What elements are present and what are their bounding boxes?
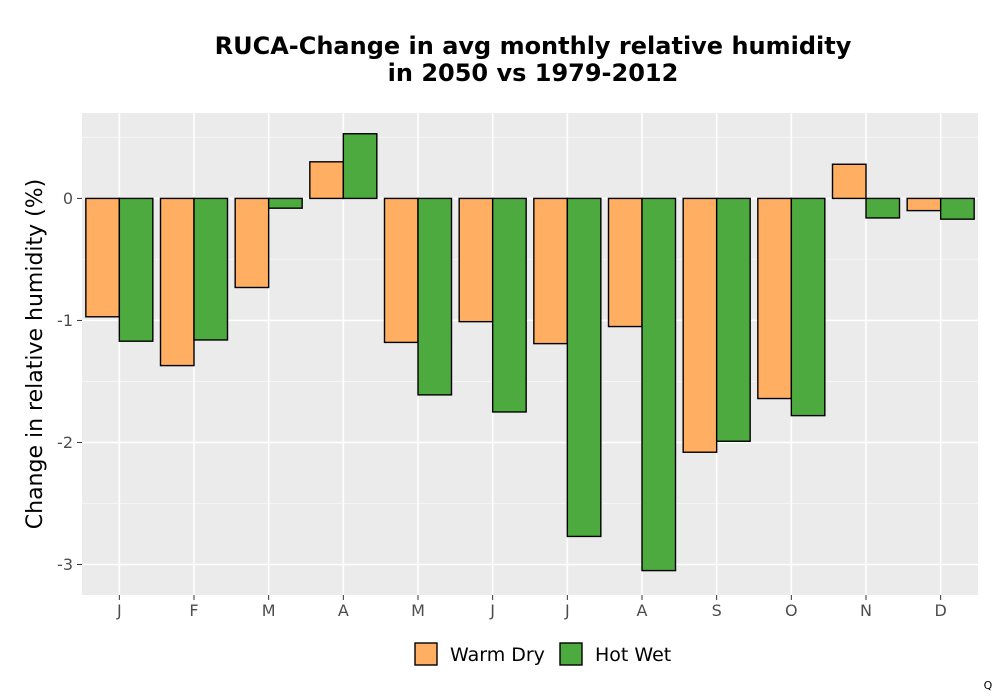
bar-warm-dry: [309, 161, 345, 200]
legend-label: Hot Wet: [595, 644, 671, 666]
x-tick-label: O: [785, 601, 798, 620]
x-tick-label: S: [712, 601, 722, 620]
bar-hot-wet: [118, 197, 154, 342]
y-tick-label: -3: [57, 555, 73, 574]
x-tick-label: A: [637, 601, 648, 620]
bar-warm-dry: [757, 197, 793, 400]
x-tick-label: N: [860, 601, 872, 620]
bar-hot-wet: [939, 197, 975, 220]
legend-key: [414, 642, 438, 666]
bar-hot-wet: [641, 197, 677, 572]
bar-warm-dry: [906, 197, 942, 212]
bar-hot-wet: [491, 197, 527, 413]
bar-warm-dry: [85, 197, 121, 318]
x-tick-label: M: [411, 601, 425, 620]
plot-panel: [82, 113, 978, 595]
corner-mark: Q: [984, 679, 993, 692]
chart-title-line-1: RUCA-Change in avg monthly relative humi…: [215, 32, 852, 60]
x-tick-label: J: [116, 601, 122, 620]
bar-hot-wet: [417, 197, 453, 396]
x-tick-label: D: [935, 601, 947, 620]
bar-hot-wet: [865, 197, 901, 219]
x-tick-label: A: [338, 601, 349, 620]
y-axis-title: Change in relative humidity (%): [23, 179, 48, 529]
y-tick-label: 0: [63, 189, 73, 208]
bar-warm-dry: [383, 197, 419, 344]
legend: Warm Dry Hot Wet: [414, 642, 671, 666]
bars: [85, 133, 975, 572]
x-tick-label: J: [489, 601, 495, 620]
chart-title-line-2: in 2050 vs 1979-2012: [388, 59, 679, 87]
bar-warm-dry: [682, 197, 718, 453]
y-axis-ticks: 0 -1 -2 -3: [57, 189, 82, 574]
y-tick-label: -1: [57, 311, 73, 330]
bar-warm-dry: [234, 197, 270, 289]
x-tick-label: J: [564, 601, 570, 620]
bar-hot-wet: [342, 133, 378, 200]
bar-hot-wet: [790, 197, 826, 417]
x-tick-label: M: [262, 601, 276, 620]
bar-warm-dry: [458, 197, 494, 323]
legend-key: [559, 642, 583, 666]
bar-warm-dry: [607, 197, 643, 328]
bar-hot-wet: [566, 197, 602, 538]
bar-hot-wet: [715, 197, 751, 442]
bar-warm-dry: [533, 197, 569, 345]
bar-warm-dry: [159, 197, 195, 367]
y-tick-label: -2: [57, 433, 73, 452]
bar-hot-wet: [267, 197, 303, 209]
x-tick-label: F: [189, 601, 198, 620]
legend-label: Warm Dry: [450, 644, 545, 666]
bar-hot-wet: [193, 197, 229, 341]
bar-warm-dry: [831, 163, 867, 200]
